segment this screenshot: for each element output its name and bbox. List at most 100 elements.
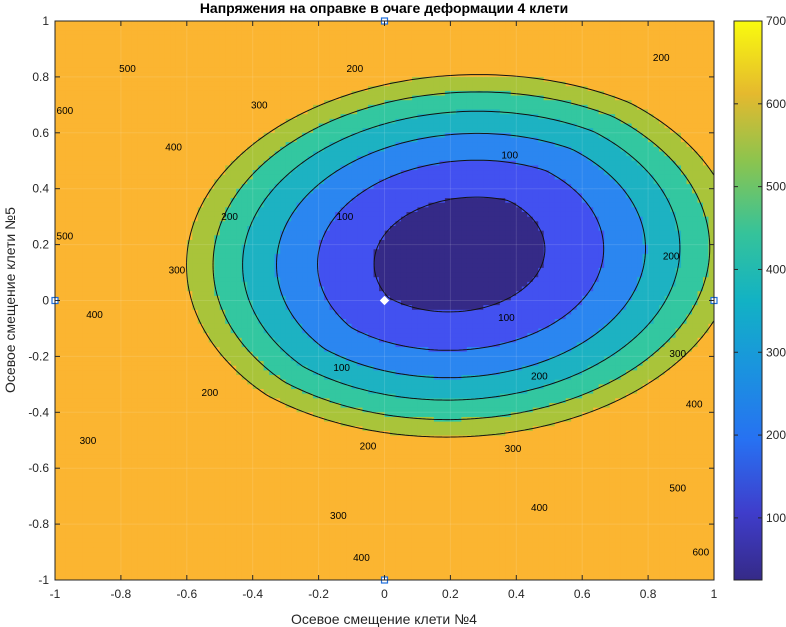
contour-cell	[208, 510, 215, 516]
contour-cell	[164, 538, 171, 544]
contour-cell	[214, 398, 221, 404]
contour-cell	[104, 263, 111, 269]
contour-cell	[181, 477, 188, 483]
contour-cell	[192, 277, 199, 283]
contour-cell	[109, 76, 117, 83]
contour-cell	[65, 53, 73, 59]
contour-cell	[230, 137, 237, 143]
contour-cell	[55, 179, 62, 185]
contour-cell	[142, 552, 149, 558]
contour-cell	[192, 570, 199, 576]
contour-cell	[93, 114, 100, 120]
contour-cell	[192, 62, 199, 69]
contour-cell	[192, 528, 199, 535]
contour-cell	[65, 100, 73, 106]
contour-cell	[208, 58, 215, 64]
contour-cell	[109, 67, 117, 73]
contour-cell	[65, 39, 73, 45]
contour-cell	[148, 375, 155, 381]
contour-cell	[159, 421, 166, 427]
contour-cell	[236, 170, 243, 176]
contour-cell	[258, 184, 265, 190]
contour-cell	[203, 170, 210, 176]
contour-cell	[76, 524, 84, 530]
contour-cell	[115, 165, 122, 171]
contour-cell	[148, 435, 155, 441]
contour-cell	[87, 486, 95, 493]
contour-cell	[280, 216, 287, 222]
contour-cell	[137, 76, 144, 83]
contour-cell	[159, 496, 166, 502]
contour-cell	[186, 556, 193, 562]
contour-cell	[126, 30, 133, 36]
contour-cell	[208, 258, 215, 264]
contour-cell	[236, 309, 243, 316]
contour-cell	[131, 398, 138, 404]
contour-cell	[252, 207, 259, 213]
contour-cell	[104, 542, 111, 548]
contour-cell	[120, 575, 127, 580]
contour-cell	[219, 160, 226, 167]
contour-cell	[258, 552, 265, 558]
contour-cell	[203, 561, 210, 567]
contour-cell	[274, 426, 281, 432]
contour-cell	[241, 160, 248, 167]
contour-cell	[93, 165, 100, 171]
contour-cell	[252, 491, 259, 497]
contour-cell	[214, 458, 221, 465]
contour-cell	[170, 389, 177, 395]
contour-cell	[60, 146, 67, 153]
contour-cell	[175, 440, 182, 446]
contour-cell	[197, 202, 204, 208]
contour-cell	[170, 193, 177, 199]
contour-cell	[98, 407, 106, 413]
contour-cell	[137, 128, 144, 134]
contour-cell	[104, 458, 111, 465]
contour-cell	[142, 272, 149, 278]
contour-cell	[263, 86, 270, 92]
contour-cell	[247, 249, 254, 255]
contour-cell	[60, 482, 67, 488]
contour-cell	[203, 76, 210, 83]
contour-cell	[269, 412, 276, 418]
contour-cell	[71, 323, 78, 330]
contour-cell	[71, 160, 78, 167]
contour-cell	[252, 137, 259, 143]
contour-cell	[93, 449, 100, 455]
contour-cell	[60, 477, 67, 483]
contour-cell	[148, 407, 155, 413]
contour-cell	[192, 291, 199, 297]
contour-cell	[153, 188, 160, 194]
contour-cell	[269, 193, 276, 199]
contour-cell	[65, 398, 73, 404]
contour-cell	[142, 337, 149, 344]
contour-cell	[109, 486, 117, 493]
contour-cell	[208, 235, 215, 241]
contour-cell	[175, 258, 182, 264]
contour-cell	[71, 267, 78, 274]
contour-cell	[219, 393, 226, 399]
contour-cell	[82, 337, 89, 344]
contour-cell	[65, 323, 73, 330]
contour-cell	[247, 258, 254, 264]
contour-cell	[126, 104, 133, 111]
contour-cell	[263, 496, 270, 502]
contour-cell	[109, 435, 117, 441]
contour-cell	[60, 170, 67, 176]
contour-cell	[148, 486, 155, 493]
contour-cell	[55, 440, 62, 446]
contour-cell	[258, 58, 265, 64]
contour-cell	[208, 309, 215, 316]
contour-cell	[214, 30, 221, 36]
contour-cell	[241, 430, 248, 437]
contour-cell	[214, 109, 221, 115]
contour-cell	[109, 58, 117, 64]
contour-cell	[82, 440, 89, 446]
contour-cell	[87, 100, 95, 106]
contour-cell	[230, 500, 237, 507]
contour-cell	[109, 86, 117, 92]
contour-cell	[170, 347, 177, 353]
contour-cell	[104, 244, 111, 250]
contour-cell	[219, 25, 226, 31]
contour-cell	[164, 347, 171, 353]
